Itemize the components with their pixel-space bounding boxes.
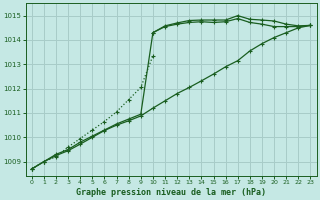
X-axis label: Graphe pression niveau de la mer (hPa): Graphe pression niveau de la mer (hPa) <box>76 188 266 197</box>
